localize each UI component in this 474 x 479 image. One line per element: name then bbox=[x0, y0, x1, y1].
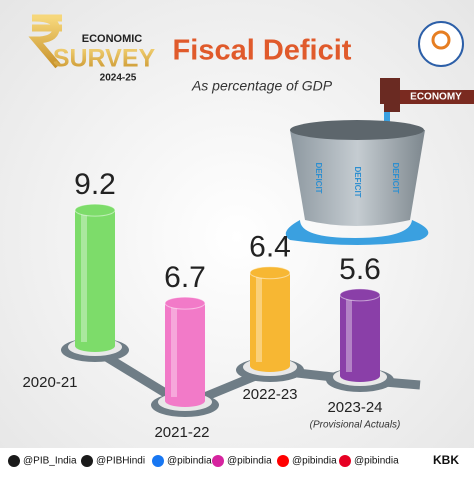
handle: @pibindia bbox=[354, 456, 399, 467]
bar-highlight bbox=[171, 307, 177, 397]
bar bbox=[165, 303, 205, 401]
bucket bbox=[290, 124, 425, 226]
handle: @pibindia bbox=[167, 456, 212, 467]
signature: KBK bbox=[433, 453, 459, 467]
handle-icon bbox=[152, 455, 164, 467]
handle-icon bbox=[81, 455, 93, 467]
logo-top: ECONOMIC bbox=[82, 33, 143, 45]
bar-top bbox=[74, 203, 116, 217]
bar bbox=[75, 210, 115, 346]
tap bbox=[380, 78, 400, 112]
category-label: 2023-24 bbox=[327, 399, 382, 416]
chart-title: Fiscal Deficit bbox=[173, 35, 352, 67]
value-label: 9.2 bbox=[74, 168, 116, 201]
water-puddle bbox=[285, 220, 429, 245]
footer bbox=[0, 448, 474, 474]
bar-top bbox=[164, 296, 206, 310]
logo-main: SURVEY bbox=[53, 45, 156, 73]
category-label: 2022-23 bbox=[242, 386, 297, 403]
rupee-icon bbox=[28, 14, 62, 69]
bucket-rim bbox=[290, 120, 424, 140]
handle: @pibindia bbox=[292, 456, 337, 467]
bar-top bbox=[249, 266, 291, 280]
pib-logo-mark bbox=[431, 30, 451, 50]
handle: @pibindia bbox=[227, 456, 272, 467]
bucket-label: DEFICIT bbox=[314, 162, 323, 193]
category-label: 2021-22 bbox=[154, 424, 209, 441]
value-label: 5.6 bbox=[339, 253, 381, 286]
handle-icon bbox=[8, 455, 20, 467]
handle-icon bbox=[339, 455, 351, 467]
bucket-label: DEFICIT bbox=[353, 166, 362, 197]
bucket-label: DEFICIT bbox=[391, 162, 400, 193]
handles: @PIB_India @PIBHindi @pibindia @pibindia @pi… bbox=[8, 455, 399, 467]
handle: @PIB_India bbox=[23, 456, 77, 467]
bar bbox=[340, 294, 380, 376]
pib-logo bbox=[418, 21, 464, 67]
category-label: 2020-21 bbox=[22, 374, 77, 391]
category-note: (Provisional Actuals) bbox=[310, 420, 401, 431]
chart-subtitle: As percentage of GDP bbox=[191, 78, 333, 94]
bar-highlight bbox=[81, 214, 87, 342]
logo-year: 2024-25 bbox=[100, 73, 137, 84]
handle: @PIBHindi bbox=[96, 456, 145, 467]
pipe bbox=[398, 90, 474, 104]
bar bbox=[250, 272, 290, 366]
value-label: 6.7 bbox=[164, 261, 206, 294]
bar-highlight bbox=[346, 298, 352, 372]
bars: 9.2 2020-21 6.7 2021-22 6.4 2022-23 5.6 2023-24… bbox=[22, 168, 400, 441]
handle-icon bbox=[277, 455, 289, 467]
bar-highlight bbox=[256, 276, 262, 362]
handle-icon bbox=[212, 455, 224, 467]
pipe-label: ECONOMY bbox=[410, 92, 462, 103]
bar-top bbox=[339, 288, 381, 302]
value-label: 6.4 bbox=[249, 231, 291, 264]
